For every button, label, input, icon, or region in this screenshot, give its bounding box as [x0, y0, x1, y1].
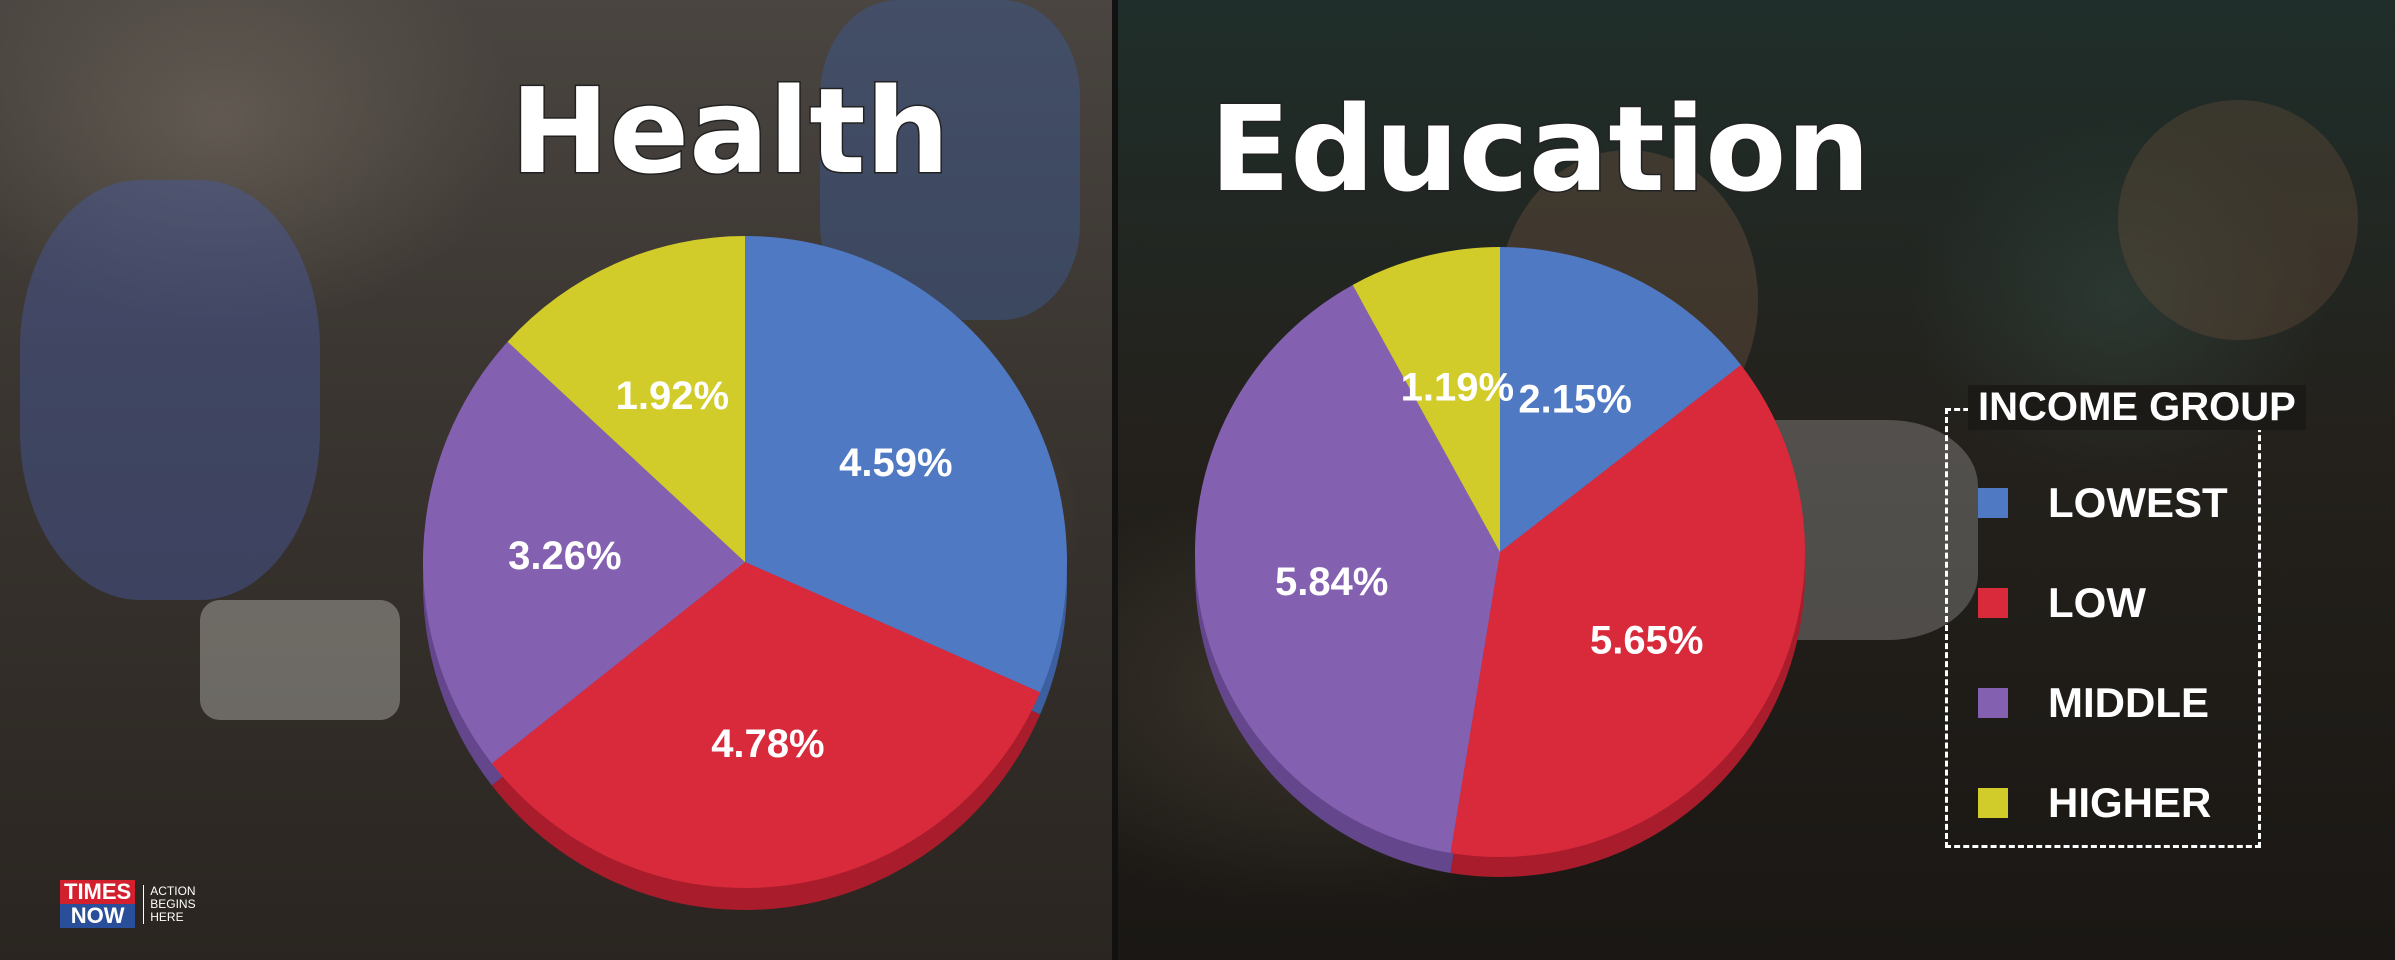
health-slice-middle: [423, 341, 745, 764]
education-slice-middle: [1194, 284, 1500, 853]
education-chart-title: Education: [1210, 80, 1871, 218]
education-slice-lowest: [1500, 247, 1741, 552]
health-slice-higher: [507, 236, 745, 562]
health-pie-chart: 4.59% 4.78% 3.26% 1.92%: [422, 236, 1067, 910]
logo-tagline-3: HERE: [150, 909, 184, 924]
education-slice-low: [1450, 365, 1805, 858]
legend-item-lowest: LOWEST: [1978, 473, 2228, 533]
education-slice-higher: [1352, 247, 1500, 552]
panel-divider: [1112, 0, 1118, 960]
legend-item-middle: MIDDLE: [1978, 673, 2209, 733]
health-label-middle: 3.26%: [508, 534, 621, 578]
times-now-logo: TIMES NOW ACTION BEGINS HERE: [60, 880, 196, 928]
health-label-higher: 1.92%: [616, 374, 729, 418]
health-slice-lowest: [745, 236, 1067, 693]
health-label-low: 4.78%: [711, 722, 824, 766]
legend-label-lowest: LOWEST: [2048, 479, 2228, 526]
legend-label-low: LOW: [2048, 579, 2146, 626]
legend-swatch-low: [1978, 588, 2008, 618]
education-label-middle: 5.84%: [1275, 560, 1388, 604]
income-group-legend: INCOME GROUP LOWEST LOW MIDDLE HIGHER: [1945, 385, 2306, 848]
education-label-higher: 1.19%: [1401, 366, 1514, 410]
logo-line2: NOW: [60, 904, 136, 928]
legend-label-middle: MIDDLE: [2048, 679, 2209, 726]
logo-mark: TIMES NOW: [60, 880, 136, 928]
legend-item-low: LOW: [1978, 573, 2146, 633]
education-label-low: 5.65%: [1590, 618, 1703, 662]
health-slice-low: [491, 562, 1041, 888]
legend-swatch-middle: [1978, 688, 2008, 718]
legend-swatch-lowest: [1978, 488, 2008, 518]
legend-title: INCOME GROUP: [1968, 385, 2306, 430]
education-label-lowest: 2.15%: [1518, 378, 1631, 422]
logo-tagline-2: BEGINS: [150, 896, 196, 911]
logo-tagline: ACTION BEGINS HERE: [143, 883, 196, 924]
legend-item-higher: HIGHER: [1978, 773, 2211, 833]
legend-swatch-higher: [1978, 788, 2008, 818]
logo-line1: TIMES: [60, 880, 136, 904]
health-label-lowest: 4.59%: [839, 441, 952, 485]
legend-label-higher: HIGHER: [2048, 779, 2212, 826]
health-chart-title: Health: [510, 62, 949, 200]
education-pie-chart: 2.15% 5.65% 5.84% 1.19%: [1194, 247, 1806, 877]
logo-tagline-1: ACTION: [150, 883, 196, 898]
